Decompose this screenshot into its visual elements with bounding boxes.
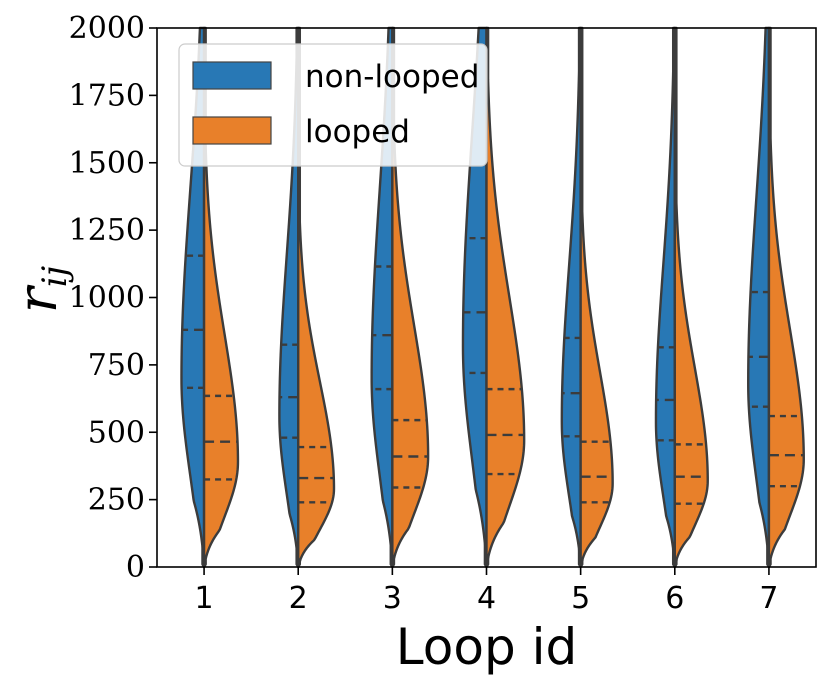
y-axis-label-sub: ij xyxy=(35,265,75,287)
x-tick-label-6: 6 xyxy=(665,581,684,616)
y-tick-label-1000: 1000 xyxy=(69,281,145,316)
x-axis-label: Loop id xyxy=(396,618,577,676)
y-tick-label-1750: 1750 xyxy=(69,78,145,113)
violin-looped-loop-4 xyxy=(485,26,526,569)
y-tick-label-750: 750 xyxy=(88,348,145,383)
y-tick-label-500: 500 xyxy=(88,415,145,450)
violin-non-looped-loop-5 xyxy=(560,26,582,569)
y-tick-label-250: 250 xyxy=(88,483,145,518)
y-tick-label-2000: 2000 xyxy=(69,11,145,46)
violin-non-looped-loop-6 xyxy=(654,26,676,569)
x-tick-label-5: 5 xyxy=(571,581,590,616)
legend-label-non-looped: non-looped xyxy=(305,59,479,95)
y-tick-label-1500: 1500 xyxy=(69,146,145,181)
violin-non-looped-loop-7 xyxy=(747,26,771,569)
legend-label-looped: looped xyxy=(305,114,410,150)
legend: non-looped looped xyxy=(178,43,488,167)
x-tick-label-1: 1 xyxy=(195,581,214,616)
x-tick-label-7: 7 xyxy=(759,581,778,616)
violin-looped-loop-5 xyxy=(579,26,614,569)
plot-frame xyxy=(156,27,817,568)
y-axis-label: rij xyxy=(6,265,75,313)
x-tick-label-2: 2 xyxy=(289,581,308,616)
x-tick-label-3: 3 xyxy=(383,581,402,616)
y-axis-label-base: r xyxy=(6,284,69,313)
x-axis: 1 2 3 4 5 6 7 xyxy=(195,567,778,616)
x-tick-label-4: 4 xyxy=(477,581,496,616)
violin-looped-loop-7 xyxy=(767,26,805,569)
violins-layer xyxy=(180,26,805,569)
y-tick-label-1250: 1250 xyxy=(69,213,145,248)
legend-swatch-looped xyxy=(192,116,272,145)
violin-looped-loop-6 xyxy=(673,26,709,569)
y-axis: 0 250 500 750 1000 1250 1500 1750 2000 xyxy=(69,11,157,585)
legend-swatch-non-looped xyxy=(192,61,272,90)
y-tick-label-0: 0 xyxy=(126,550,145,585)
